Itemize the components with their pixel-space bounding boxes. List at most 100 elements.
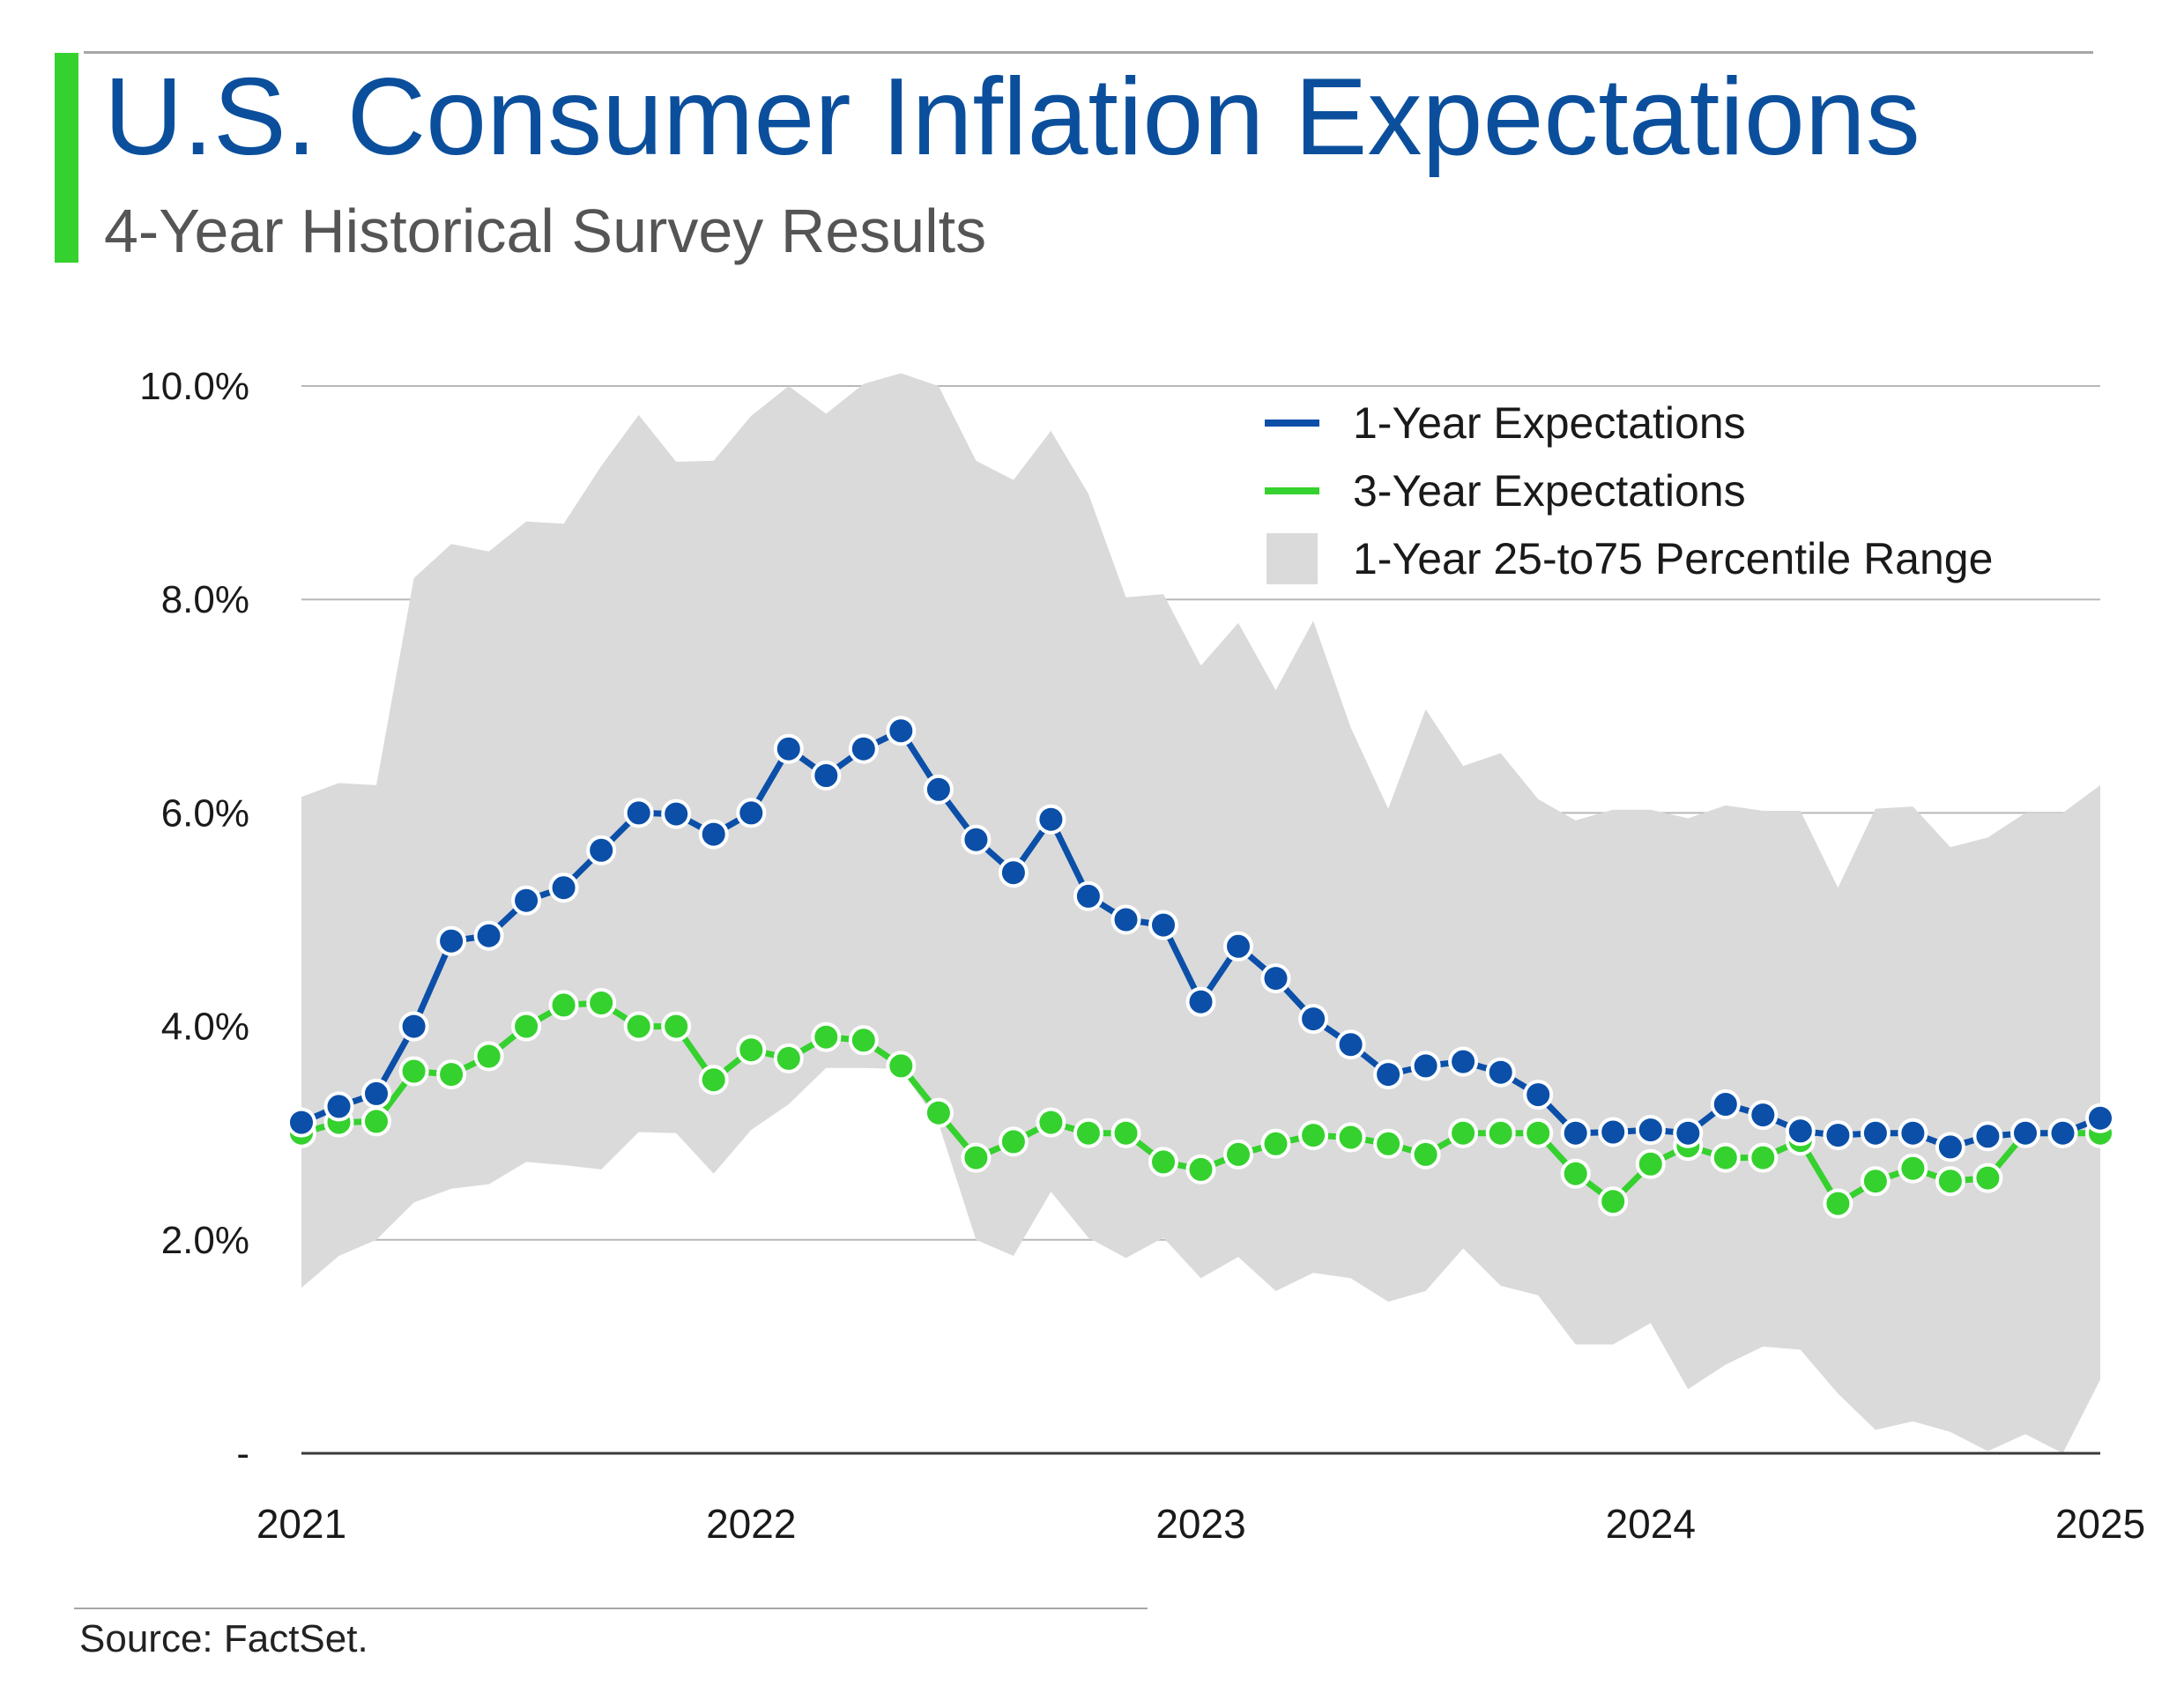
three-year-point: [1223, 1139, 1253, 1170]
legend-swatch-area: [1267, 533, 1318, 584]
axes: - 2.0% 4.0% 6.0% 8.0% 10.0% 2021 2022 2023 2024 20…: [139, 365, 2145, 1547]
one-year-point: [1972, 1121, 2003, 1152]
one-year-point: [1036, 804, 1066, 835]
three-year-point: [1898, 1153, 1928, 1184]
one-year-point: [773, 733, 804, 764]
percentile-range-band: [301, 373, 2100, 1453]
three-year-point: [1823, 1188, 1853, 1219]
one-year-point: [1523, 1080, 1554, 1110]
x-tick-label: 2021: [256, 1501, 346, 1547]
three-year-point: [1448, 1118, 1479, 1148]
three-year-point: [698, 1065, 729, 1095]
one-year-point: [1073, 880, 1103, 911]
three-year-point: [1560, 1158, 1591, 1189]
three-year-point: [586, 988, 617, 1018]
one-year-point: [1111, 904, 1141, 935]
one-year-point: [1260, 963, 1291, 994]
three-year-point: [848, 1025, 879, 1056]
chart-subtitle: 4-Year Historical Survey Results: [104, 197, 987, 265]
one-year-point: [811, 761, 842, 791]
three-year-point: [811, 1021, 842, 1052]
three-year-point: [436, 1059, 467, 1090]
one-year-point: [1448, 1046, 1479, 1077]
percentile-range-area: [301, 373, 2100, 1453]
three-year-point: [548, 990, 579, 1021]
x-tick-label: 2024: [1606, 1501, 1696, 1547]
three-year-point: [1298, 1120, 1329, 1151]
one-year-point: [623, 798, 654, 828]
chart-title: U.S. Consumer Inflation Expectations: [104, 56, 1920, 178]
three-year-point: [1935, 1166, 1965, 1197]
x-tick-label: 2025: [2055, 1501, 2145, 1547]
three-year-point: [1860, 1166, 1891, 1197]
x-tick-label: 2022: [706, 1501, 796, 1547]
legend-label: 1-Year Expectations: [1353, 398, 1746, 448]
three-year-point: [1373, 1128, 1404, 1159]
three-year-point: [998, 1126, 1029, 1157]
three-year-point: [1335, 1122, 1366, 1153]
one-year-point: [473, 920, 504, 951]
one-year-point: [1373, 1059, 1404, 1090]
x-tick-label: 2023: [1155, 1501, 1245, 1547]
y-tick-label: 2.0%: [161, 1219, 249, 1262]
one-year-point: [886, 716, 917, 746]
series-points: [286, 716, 2115, 1219]
one-year-point: [1485, 1057, 1516, 1088]
three-year-point: [1260, 1128, 1291, 1159]
one-year-point: [2047, 1118, 2078, 1148]
one-year-point: [736, 798, 767, 828]
one-year-point: [1785, 1116, 1816, 1147]
one-year-point: [1673, 1118, 1704, 1148]
y-tick-label: 6.0%: [161, 791, 249, 835]
three-year-point: [661, 1011, 692, 1042]
one-year-point: [923, 774, 954, 805]
one-year-point: [698, 819, 729, 850]
three-year-point: [361, 1106, 391, 1137]
three-year-point: [511, 1011, 542, 1042]
source-note: Source: FactSet.: [79, 1617, 368, 1660]
three-year-point: [1485, 1118, 1516, 1148]
three-year-point: [1748, 1142, 1779, 1173]
one-year-point: [1860, 1118, 1891, 1148]
one-year-point: [1935, 1132, 1965, 1162]
three-year-point: [1710, 1142, 1741, 1173]
one-year-point: [1185, 986, 1216, 1017]
one-year-point: [848, 733, 879, 764]
three-year-point: [1972, 1162, 2003, 1193]
top-rule: [84, 51, 2093, 54]
three-year-point: [1111, 1118, 1141, 1148]
y-tick-label: -: [236, 1432, 249, 1475]
three-year-point: [1523, 1118, 1554, 1148]
one-year-point: [1898, 1118, 1928, 1148]
one-year-point: [1410, 1051, 1441, 1081]
one-year-point: [1560, 1118, 1591, 1148]
three-year-point: [1036, 1107, 1066, 1138]
three-year-point: [1410, 1139, 1441, 1170]
one-year-point: [1748, 1100, 1779, 1131]
y-tick-label: 4.0%: [161, 1006, 249, 1049]
three-year-point: [736, 1035, 767, 1066]
title-accent-bar: [55, 53, 78, 263]
one-year-point: [1598, 1117, 1629, 1147]
one-year-point: [661, 798, 692, 829]
one-year-point: [1635, 1115, 1666, 1146]
one-year-point: [1148, 910, 1178, 940]
one-year-point: [548, 873, 579, 903]
one-year-point: [1223, 931, 1253, 962]
y-tick-label: 10.0%: [139, 365, 249, 408]
three-year-point: [1598, 1186, 1629, 1217]
one-year-point: [1710, 1089, 1741, 1119]
three-year-point: [473, 1041, 504, 1072]
one-year-point: [361, 1078, 391, 1109]
three-year-point: [1073, 1118, 1103, 1148]
three-year-point: [961, 1142, 992, 1173]
three-year-point: [1635, 1148, 1666, 1179]
legend-label: 1-Year 25-to75 Percentile Range: [1353, 534, 1993, 583]
one-year-point: [511, 885, 542, 916]
one-year-point: [1298, 1004, 1329, 1035]
one-year-point: [1335, 1029, 1366, 1060]
legend: 1-Year Expectations 3-Year Expectations 1-…: [1265, 398, 1993, 584]
three-year-point: [1185, 1154, 1216, 1184]
one-year-point: [398, 1011, 429, 1042]
